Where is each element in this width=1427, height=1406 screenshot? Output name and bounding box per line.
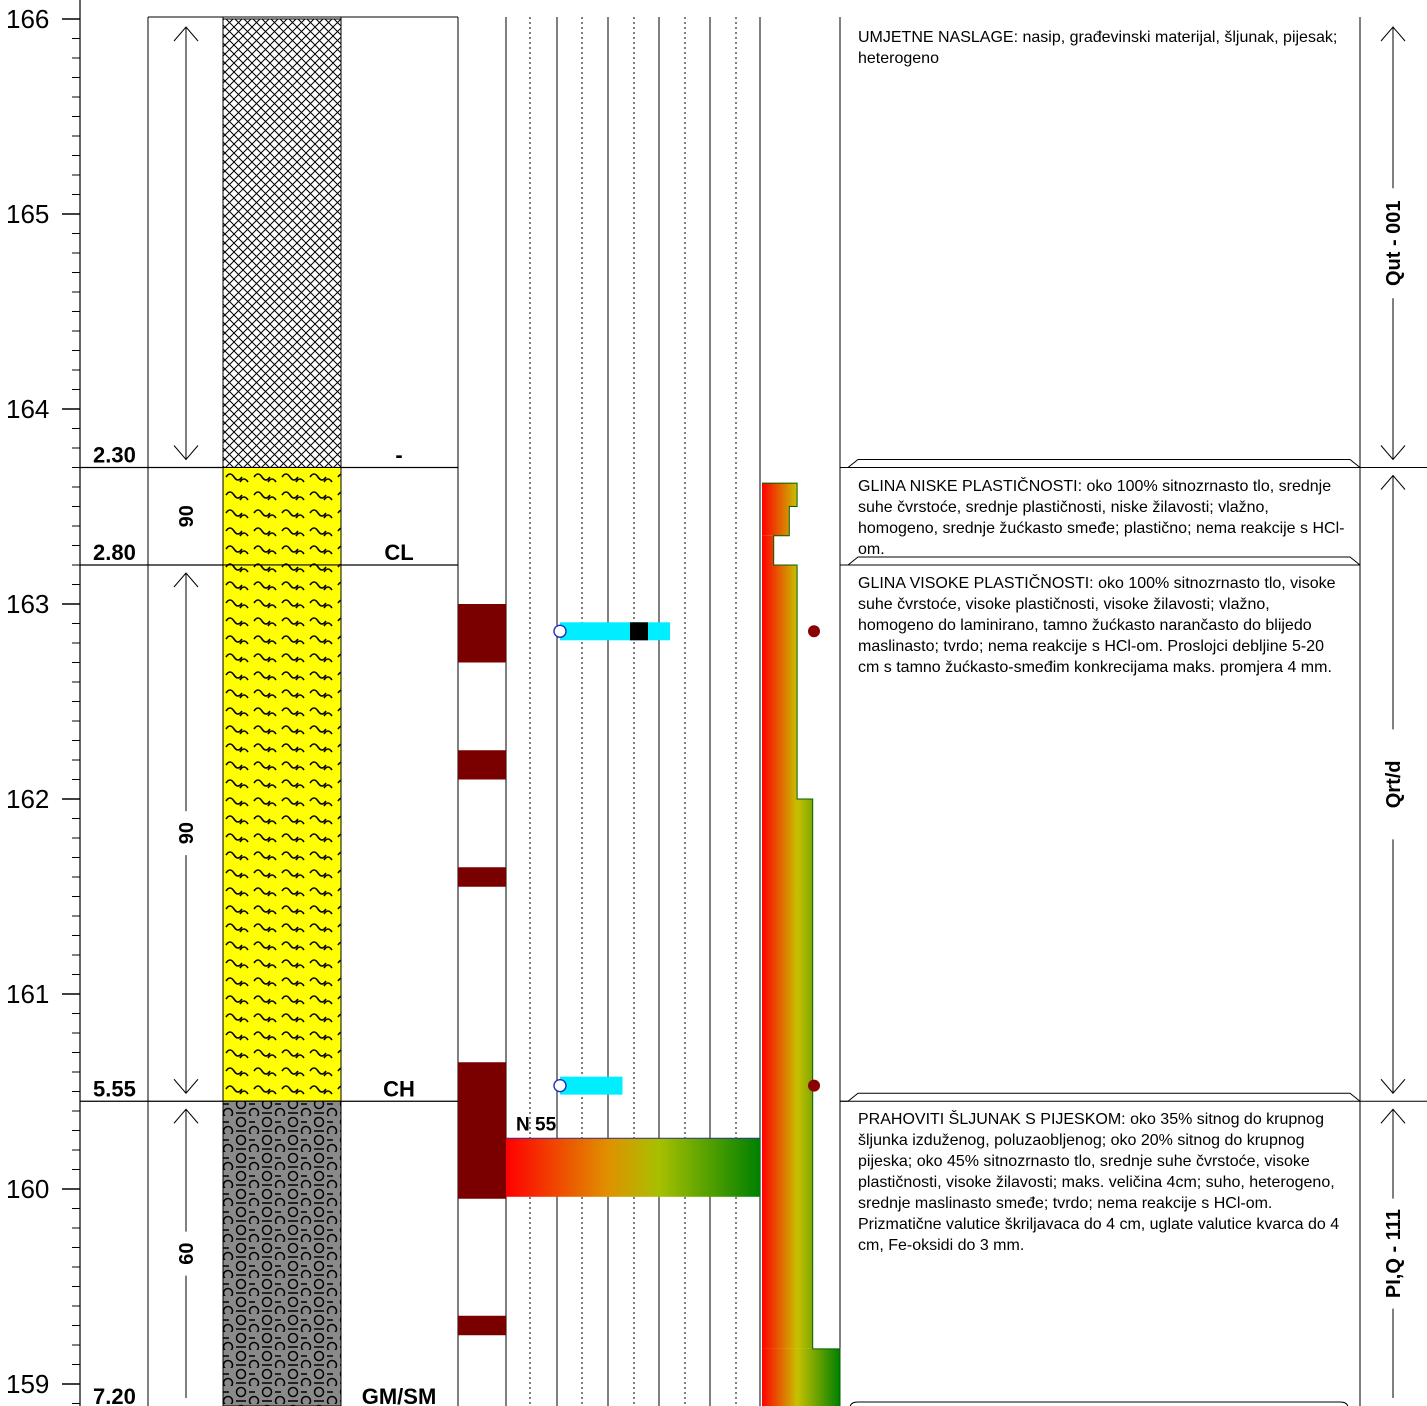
description-frame (840, 1092, 1361, 1102)
uscs-symbol: CL (384, 540, 413, 565)
depth-label: 7.20 (93, 1384, 136, 1406)
arrow-head-up (1380, 26, 1406, 42)
samples-group: N 55 (458, 604, 760, 1336)
arrow-head-up (173, 1108, 199, 1124)
arrow-head-down (1380, 445, 1406, 461)
spt-bar (506, 1138, 760, 1197)
arrow-head-up (173, 26, 199, 42)
strength-segment (762, 565, 798, 799)
uscs-symbol: CH (383, 1076, 415, 1101)
strength-segment (762, 535, 774, 565)
arrow-head-up (1380, 1108, 1406, 1124)
lab-point (553, 1078, 567, 1093)
unit-label: PI,Q - 111 (1383, 1209, 1405, 1298)
elevation-axis: 166 165 164 163 162 161 160 159 (6, 0, 81, 1406)
lab-range-bar (560, 622, 670, 641)
layers-group: 2.30 - 2.80 CL 90 5.55 CH 90 7.20 GM/SM 60 (80, 18, 458, 1406)
sample-bar (458, 1315, 506, 1336)
layer-description: PRAHOVITI ŠLJUNAK S PIJESKOM: oko 35% si… (858, 1111, 1340, 1255)
depth-label: 2.30 (93, 443, 136, 468)
arrow-head-down (1380, 1078, 1406, 1095)
depth-label: 2.80 (93, 540, 136, 565)
layer-description: UMJETNE NASLAGE: nasip, građevinski mate… (858, 29, 1338, 67)
depth-label: 5.55 (93, 1076, 136, 1101)
lab-tests-group (553, 622, 670, 1095)
stratigraphic-units: Qut - 001 Qrt/d PI,Q - 111 (1360, 26, 1427, 1398)
sample-bar (458, 604, 506, 663)
elevation-tick-label: 163 (6, 589, 49, 619)
arrow-head-down (173, 1078, 199, 1095)
lab-marker (630, 622, 648, 641)
arrow-head-up (1380, 474, 1406, 490)
sample-bar (458, 867, 506, 887)
elevation-tick-label: 164 (6, 394, 49, 424)
strength-profile (762, 482, 841, 1406)
lithology-pattern (222, 18, 342, 468)
description-frame (840, 459, 1361, 468)
layer-description: GLINA VISOKE PLASTIČNOSTI: oko 100% sitn… (858, 575, 1336, 676)
thickness-label: 90 (176, 822, 198, 844)
elevation-tick-label: 161 (6, 979, 49, 1009)
elevation-tick-label: 162 (6, 784, 49, 814)
elevation-tick-label: 159 (6, 1369, 49, 1399)
arrow-head-down (173, 445, 199, 461)
water-point (808, 625, 820, 638)
elevation-tick-label: 160 (6, 1174, 49, 1204)
unit-label: Qut - 001 (1383, 200, 1405, 286)
unit-label: Qrt/d (1383, 760, 1405, 808)
strength-segment (762, 1348, 840, 1406)
thickness-label: 60 (176, 1243, 198, 1265)
elevation-tick-label: 165 (6, 199, 49, 229)
strength-segment (762, 483, 798, 507)
lithology-pattern (222, 1100, 342, 1406)
layer-description: GLINA NISKE PLASTIČNOSTI: oko 100% sitno… (858, 477, 1345, 558)
lab-range-bar (560, 1076, 623, 1095)
arrow-head-up (173, 572, 199, 588)
strength-segment (762, 506, 790, 536)
spt-label: N 55 (516, 1114, 557, 1135)
uscs-symbol: - (395, 443, 402, 468)
description-frame-bottom (849, 1401, 1349, 1406)
elevation-tick-label: 166 (6, 4, 49, 34)
water-point (808, 1079, 820, 1092)
lithology-pattern (222, 467, 342, 566)
uscs-symbol: GM/SM (362, 1384, 437, 1406)
lithology-pattern (222, 564, 342, 1102)
lab-point (553, 624, 567, 638)
strength-outline (762, 482, 841, 1406)
sample-bar (458, 1062, 506, 1199)
sample-bar (458, 750, 506, 780)
strength-segment (762, 799, 813, 1349)
thickness-label: 90 (176, 505, 198, 527)
description-frames (840, 459, 1361, 1406)
